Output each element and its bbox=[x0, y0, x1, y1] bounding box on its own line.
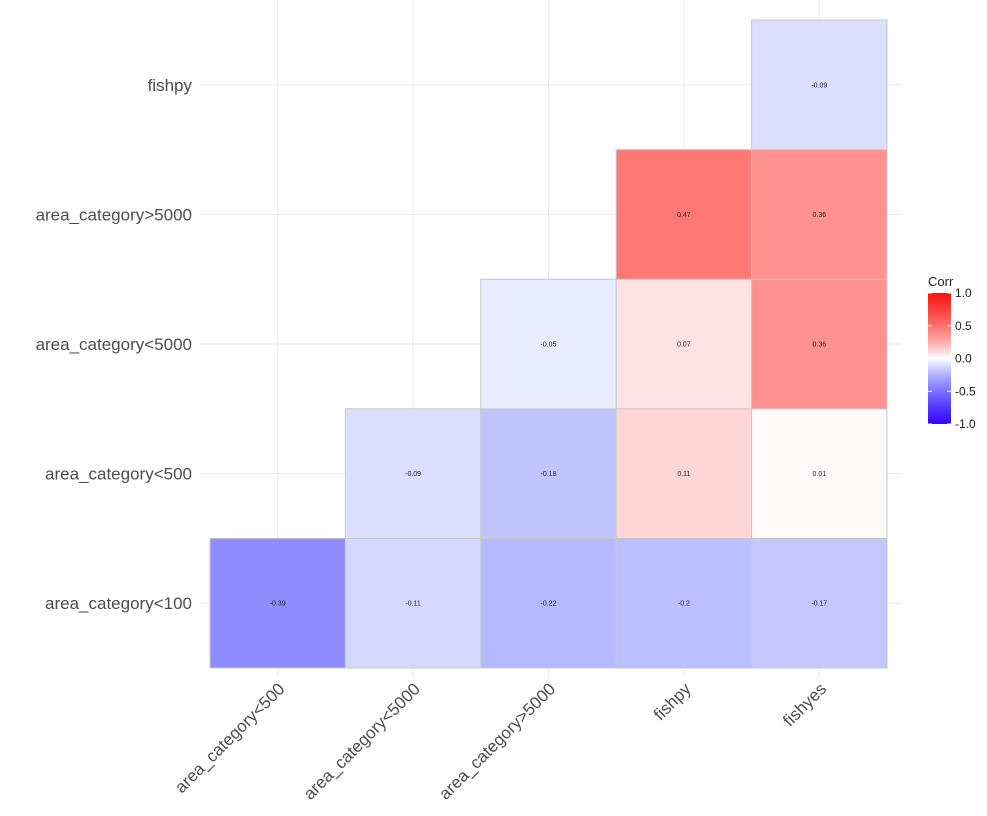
x-tick-label: fishpy bbox=[650, 679, 695, 724]
x-tick-label: area_category>5000 bbox=[435, 679, 559, 803]
y-tick-label: fishpy bbox=[148, 76, 193, 95]
legend-tick-label: 0.0 bbox=[955, 352, 972, 366]
heatmap-cell bbox=[615, 537, 753, 669]
legend-title: Corr bbox=[928, 274, 954, 289]
heatmap-cell bbox=[209, 537, 346, 669]
cell-value-label: -0.09 bbox=[405, 471, 421, 478]
x-tick-label: area_category<500 bbox=[171, 679, 288, 796]
cell-value-label: 0.07 bbox=[677, 342, 691, 349]
legend-tick-label: 1.0 bbox=[955, 286, 972, 300]
heatmap-cell bbox=[615, 278, 753, 410]
heatmap-cell bbox=[480, 278, 617, 410]
cell-value-label: 0.47 bbox=[677, 212, 691, 219]
tile-layer bbox=[209, 19, 888, 669]
x-tick-label: area_category<5000 bbox=[300, 679, 424, 803]
cell-label-layer: -0.39 -0.11 -0.22 -0.2 -0.17 -0.09 -0.18 0.11 0.… bbox=[270, 82, 828, 607]
x-axis: area_category<500 area_category<5000 area_… bbox=[171, 679, 830, 803]
legend-tick-label: -1.0 bbox=[955, 417, 976, 431]
heatmap-cell bbox=[751, 278, 888, 410]
heatmap-cell bbox=[480, 537, 617, 669]
legend: Corr 1.0 0.5 0.0 -0.5 -1.0 bbox=[928, 274, 976, 431]
cell-value-label: -0.17 bbox=[811, 601, 827, 608]
cell-value-label: -0.09 bbox=[811, 82, 827, 89]
legend-ticks: 1.0 0.5 0.0 -0.5 -1.0 bbox=[928, 286, 976, 431]
heatmap-cell bbox=[480, 408, 617, 539]
y-axis: area_category<100 area_category<500 area_c… bbox=[36, 76, 193, 613]
heatmap-cell bbox=[751, 537, 888, 669]
y-tick-label: area_category>5000 bbox=[36, 205, 192, 224]
cell-value-label: -0.05 bbox=[541, 342, 557, 349]
legend-tick-label: -0.5 bbox=[955, 384, 976, 398]
cell-value-label: -0.11 bbox=[405, 601, 421, 608]
y-tick-label: area_category<5000 bbox=[36, 335, 192, 354]
y-tick-label: area_category<100 bbox=[45, 594, 192, 613]
x-tick-label: fishyes bbox=[779, 679, 830, 730]
heatmap-cell bbox=[344, 537, 482, 669]
cell-value-label: -0.18 bbox=[541, 471, 557, 478]
legend-tick-label: 0.5 bbox=[955, 319, 972, 333]
heatmap-cell bbox=[751, 19, 888, 151]
cell-value-label: -0.39 bbox=[270, 601, 286, 608]
cell-value-label: -0.22 bbox=[541, 601, 557, 608]
heatmap-cell bbox=[615, 149, 753, 280]
cell-value-label: 0.01 bbox=[812, 471, 826, 478]
cell-value-label: 0.36 bbox=[812, 342, 826, 349]
legend-color-bar bbox=[928, 293, 951, 424]
y-tick-label: area_category<500 bbox=[45, 465, 192, 484]
cell-value-label: -0.2 bbox=[678, 601, 690, 608]
cell-value-label: 0.11 bbox=[677, 471, 690, 478]
heatmap-cell bbox=[751, 408, 888, 539]
heatmap-cell bbox=[344, 408, 482, 539]
cell-value-label: 0.36 bbox=[812, 212, 826, 219]
heatmap-cell bbox=[615, 408, 753, 539]
